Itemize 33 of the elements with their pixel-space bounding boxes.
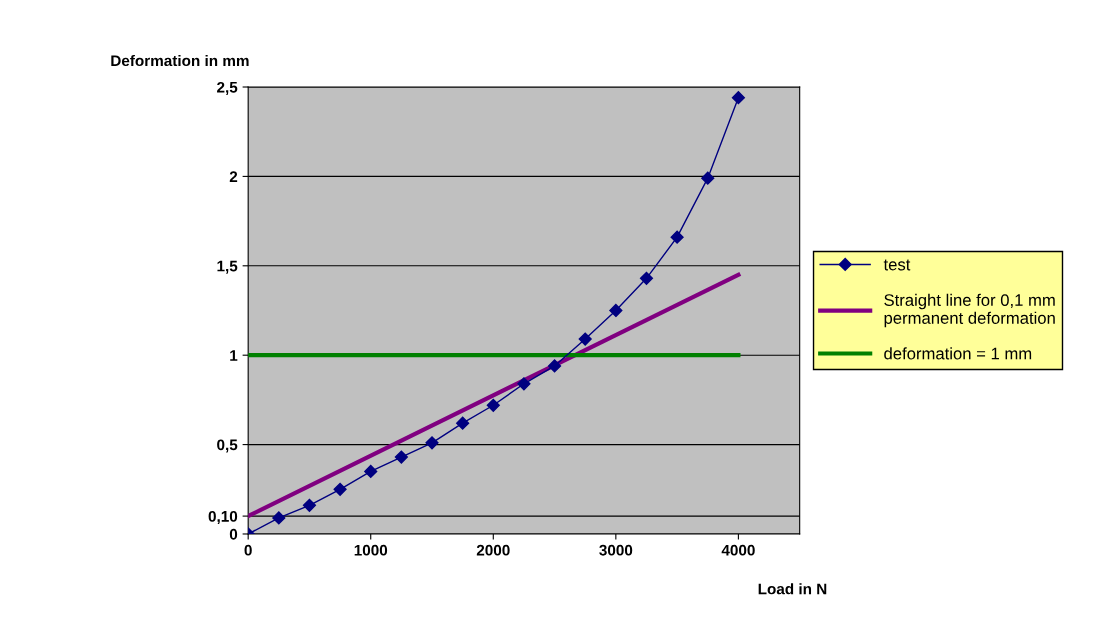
- y-tick-label: 1: [230, 350, 238, 361]
- point: [639, 271, 654, 285]
- y-tick-label: 0,10: [208, 510, 238, 524]
- point: [456, 416, 470, 430]
- y-tick-label: 0: [229, 528, 238, 540]
- y-axis-title: Deformation in mm: [111, 54, 249, 67]
- point: [670, 230, 684, 244]
- point: [731, 91, 745, 105]
- legend-label: Straight line for 0,1 mm permanent deformation: [884, 293, 1055, 328]
- point: [517, 377, 531, 391]
- point: [394, 450, 408, 464]
- point: [272, 511, 286, 525]
- point: [547, 359, 562, 373]
- point: [578, 332, 592, 346]
- point: [486, 398, 500, 412]
- point: [425, 436, 439, 450]
- point: [364, 464, 378, 478]
- point: [333, 482, 347, 496]
- x-tick-label: 0: [244, 544, 252, 556]
- point: [701, 171, 715, 185]
- x-tick-label: 2000: [476, 544, 510, 556]
- y-tick-label: 1,5: [217, 260, 238, 274]
- point: [609, 303, 623, 318]
- legend-label: test: [883, 259, 911, 271]
- point: [302, 498, 317, 512]
- x-tick-label: 1000: [354, 544, 388, 556]
- y-tick-label: 2,5: [217, 81, 238, 95]
- x-tick-label: 4000: [721, 544, 755, 556]
- x-tick-label: 3000: [599, 544, 633, 556]
- y-tick-label: 0,5: [217, 439, 238, 453]
- legend-label: deformation = 1 mm: [884, 347, 1032, 360]
- x-axis-title: Load in N: [758, 583, 827, 595]
- y-tick-label: 2: [229, 171, 238, 182]
